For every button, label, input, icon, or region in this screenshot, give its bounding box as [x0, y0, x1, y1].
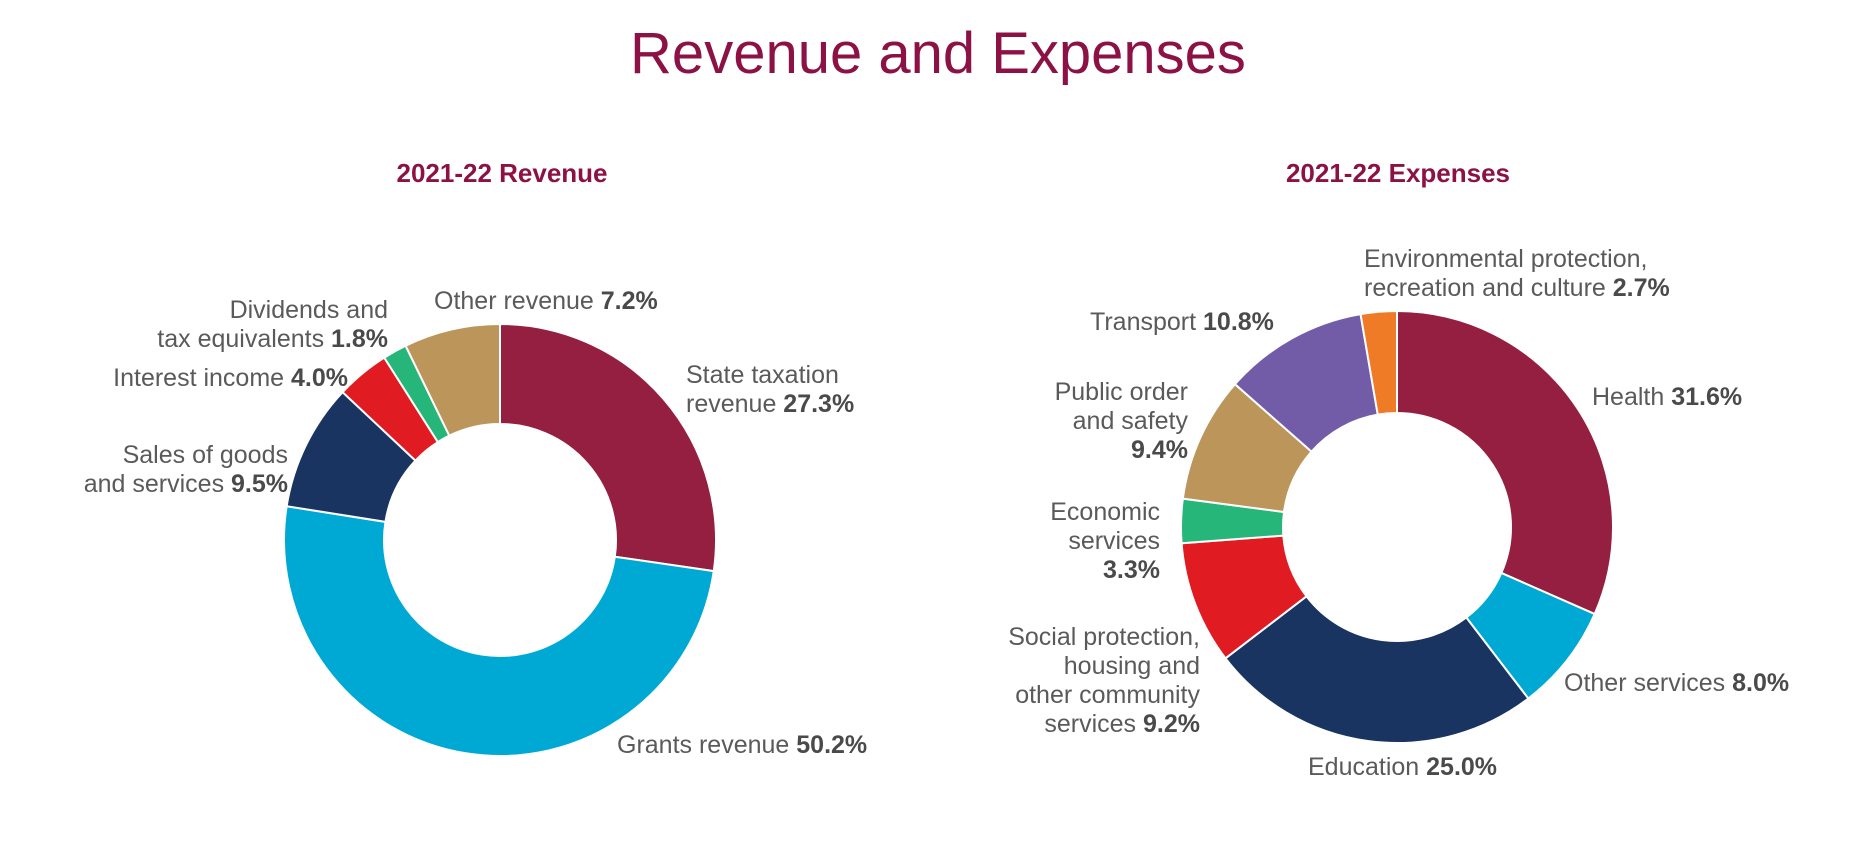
revenue-label-interest-income: Interest income 4.0%	[113, 364, 348, 392]
expenses-slice-health	[1396, 309, 1614, 616]
revenue-value-dividends-and-tax-equivalents: 1.8%	[331, 325, 388, 353]
revenue-slice-other-revenue	[404, 322, 501, 438]
revenue-value-state-taxation-revenue: 27.3%	[783, 390, 854, 418]
expenses-value-health: 31.6%	[1671, 383, 1742, 411]
expenses-label-transport: Transport 10.8%	[1090, 308, 1274, 336]
expenses-slice-environmental-protection-recreation-and-culture	[1359, 309, 1398, 416]
expenses-value-environmental-protection-recreation-and-culture: 2.7%	[1613, 274, 1670, 302]
revenue-label-sales-of-goods-and-services: Sales of goods and services 9.5%	[84, 441, 288, 498]
expenses-label-public-order-and-safety: Public order and safety 9.4%	[1055, 378, 1189, 464]
revenue-label-dividends-and-tax-equivalents: Dividends and tax equivalents 1.8%	[157, 296, 388, 353]
revenue-slice-grants-revenue	[283, 505, 715, 757]
expenses-value-transport: 10.8%	[1203, 308, 1274, 336]
expenses-label-economic-services: Economic services 3.3%	[1050, 498, 1160, 584]
expenses-label-other-services: Other services 8.0%	[1564, 669, 1789, 697]
expenses-label-social-protection-housing-and-other-community-services: Social protection, housing and other commu…	[1008, 623, 1200, 738]
revenue-chart-title: 2021-22 Revenue	[396, 158, 608, 188]
expenses-label-education: Education 25.0%	[1308, 753, 1497, 781]
revenue-label-grants-revenue: Grants revenue 50.2%	[617, 731, 867, 759]
expenses-chart-title: 2021-22 Expenses	[1285, 158, 1511, 188]
expenses-label-environmental-protection-recreation-and-culture: Environmental protection, recreation and …	[1364, 245, 1670, 302]
expenses-value-economic-services: 3.3%	[1103, 556, 1160, 584]
revenue-value-grants-revenue: 50.2%	[796, 731, 867, 759]
expenses-value-education: 25.0%	[1426, 753, 1497, 781]
revenue-value-interest-income: 4.0%	[291, 364, 348, 392]
expenses-label-health: Health 31.6%	[1592, 383, 1742, 411]
expenses-value-social-protection-housing-and-other-community-services: 9.2%	[1143, 710, 1200, 738]
revenue-label-other-revenue: Other revenue 7.2%	[434, 287, 658, 315]
expenses-value-other-services: 8.0%	[1732, 669, 1789, 697]
revenue-label-state-taxation-revenue: State taxation revenue 27.3%	[686, 361, 854, 418]
expenses-slice-education	[1224, 594, 1530, 744]
revenue-value-sales-of-goods-and-services: 9.5%	[231, 470, 288, 498]
page-title: Revenue and Expenses	[630, 21, 1246, 86]
expenses-value-public-order-and-safety: 9.4%	[1131, 436, 1188, 464]
revenue-value-other-revenue: 7.2%	[601, 287, 658, 315]
revenue-slice-state-taxation-revenue	[499, 322, 717, 573]
